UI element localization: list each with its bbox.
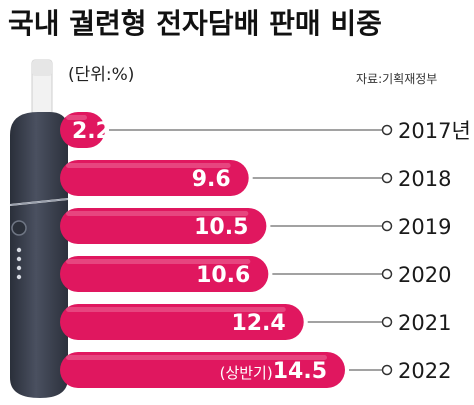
leader-dot: [381, 220, 393, 232]
source-label: 자료:기획재정부: [356, 72, 438, 86]
leader-dot: [381, 124, 393, 136]
category-label: 2019: [398, 215, 451, 239]
leader-dot: [381, 172, 393, 184]
bar-2021: [60, 304, 304, 340]
bar-highlight: [66, 355, 327, 360]
bar-highlight: [66, 259, 251, 264]
device-body: [10, 200, 68, 398]
bar-highlight: [66, 115, 87, 120]
led-dot: [16, 265, 22, 271]
leader-dot: [381, 364, 393, 376]
bar-2019: [60, 208, 267, 244]
value-label: 10.6: [196, 263, 250, 288]
bar-highlight: [66, 307, 286, 312]
value-label: (상반기)14.5: [220, 359, 327, 384]
led-dot: [16, 274, 22, 280]
value-label: 9.6: [192, 167, 231, 192]
device-cap: [10, 112, 68, 204]
bars-layer: 2.2 2017년 9.6 2018 10.5 2019 10.6 2020 12.4 2021 (…: [60, 112, 471, 388]
device-seam: [9, 198, 69, 206]
value-label: 2.2: [72, 119, 111, 144]
leader-dot: [381, 268, 393, 280]
bar-2022: [60, 352, 345, 388]
power-button-icon: [11, 220, 27, 236]
led-dot: [16, 256, 22, 262]
category-label: 2021: [398, 311, 451, 335]
bar-highlight: [66, 211, 249, 216]
category-label: 2018: [398, 167, 451, 191]
leader-dot: [381, 316, 393, 328]
led-dot: [16, 247, 22, 253]
bar-2017년: [60, 112, 105, 148]
category-label: 2022: [398, 359, 451, 383]
device-stick-filter: [32, 60, 52, 76]
bar-2018: [60, 160, 249, 196]
unit-label: (단위:%): [68, 65, 135, 85]
value-label: 12.4: [231, 311, 285, 336]
category-label: 2020: [398, 263, 451, 287]
value-label: 10.5: [194, 215, 248, 240]
chart-title: 국내 궐련형 전자담배 판매 비중: [8, 7, 382, 40]
device-illustration: [9, 59, 69, 398]
category-label: 2017년: [398, 119, 471, 143]
bar-2020: [60, 256, 269, 292]
bar-highlight: [66, 163, 231, 168]
